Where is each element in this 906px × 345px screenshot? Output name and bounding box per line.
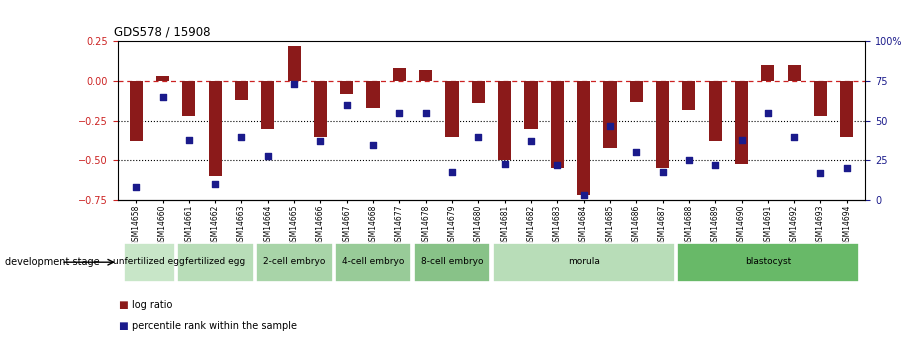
Bar xyxy=(787,65,801,81)
Point xyxy=(366,142,381,147)
Text: morula: morula xyxy=(568,257,600,266)
Bar xyxy=(472,81,485,103)
Point xyxy=(550,162,564,168)
Bar xyxy=(630,81,643,102)
Point xyxy=(155,94,169,100)
Text: blastocyst: blastocyst xyxy=(745,257,791,266)
Bar xyxy=(124,243,175,282)
Text: 8-cell embryo: 8-cell embryo xyxy=(420,257,483,266)
Text: development stage: development stage xyxy=(5,257,99,267)
Point xyxy=(629,150,643,155)
Bar xyxy=(551,81,564,168)
Point xyxy=(340,102,354,108)
Point xyxy=(734,137,748,142)
Bar xyxy=(708,81,722,141)
Point xyxy=(524,139,538,144)
Point xyxy=(576,193,591,198)
Text: ■: ■ xyxy=(118,321,128,331)
Point xyxy=(419,110,433,116)
Bar xyxy=(656,81,670,168)
Bar xyxy=(182,81,196,116)
Bar xyxy=(682,81,696,110)
Bar xyxy=(446,81,458,137)
Bar xyxy=(177,243,254,282)
Point xyxy=(840,166,854,171)
Bar xyxy=(208,81,222,176)
Point xyxy=(313,139,328,144)
Bar xyxy=(340,81,353,94)
Point xyxy=(235,134,249,139)
Bar xyxy=(235,81,248,100)
Point xyxy=(602,123,617,128)
Point xyxy=(392,110,407,116)
Text: 2-cell embryo: 2-cell embryo xyxy=(263,257,325,266)
Point xyxy=(207,181,222,187)
Bar xyxy=(840,81,853,137)
Point xyxy=(787,134,802,139)
Bar xyxy=(577,81,590,195)
Bar xyxy=(334,243,411,282)
Point xyxy=(471,134,486,139)
Point xyxy=(814,170,828,176)
Bar xyxy=(493,243,675,282)
Text: ■: ■ xyxy=(118,300,128,310)
Point xyxy=(261,153,275,158)
Point xyxy=(708,162,722,168)
Point xyxy=(181,137,196,142)
Bar xyxy=(393,68,406,81)
Bar xyxy=(367,81,380,108)
Bar xyxy=(414,243,490,282)
Bar xyxy=(814,81,827,116)
Bar xyxy=(761,65,775,81)
Point xyxy=(761,110,776,116)
Point xyxy=(129,185,143,190)
Bar xyxy=(313,81,327,137)
Text: 4-cell embryo: 4-cell embryo xyxy=(342,257,404,266)
Bar xyxy=(156,76,169,81)
Point xyxy=(445,169,459,174)
Text: log ratio: log ratio xyxy=(132,300,173,310)
Bar xyxy=(735,81,748,164)
Bar xyxy=(603,81,616,148)
Point xyxy=(497,161,512,166)
Bar xyxy=(677,243,859,282)
Bar xyxy=(419,70,432,81)
Bar xyxy=(261,81,275,129)
Text: percentile rank within the sample: percentile rank within the sample xyxy=(132,321,297,331)
Bar xyxy=(525,81,537,129)
Bar xyxy=(255,243,333,282)
Point xyxy=(655,169,670,174)
Text: GDS578 / 15908: GDS578 / 15908 xyxy=(114,26,210,39)
Bar xyxy=(498,81,511,160)
Point xyxy=(681,158,696,163)
Text: unfertilized egg: unfertilized egg xyxy=(113,257,185,266)
Point xyxy=(287,81,302,87)
Text: fertilized egg: fertilized egg xyxy=(185,257,246,266)
Bar xyxy=(287,46,301,81)
Bar xyxy=(130,81,143,141)
